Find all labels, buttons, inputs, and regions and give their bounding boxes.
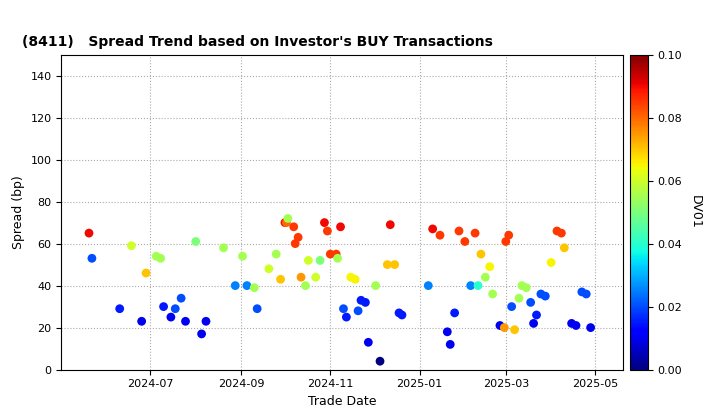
Point — [335, 223, 346, 230]
Point — [275, 276, 287, 283]
Point — [248, 284, 260, 291]
Point — [345, 274, 356, 281]
Point — [559, 244, 570, 251]
Point — [521, 284, 532, 291]
Point — [169, 305, 181, 312]
Point — [217, 244, 229, 251]
Point — [556, 230, 567, 236]
Y-axis label: Spread (bp): Spread (bp) — [12, 175, 24, 249]
Point — [459, 238, 471, 245]
Point — [370, 282, 382, 289]
Point — [84, 230, 95, 236]
Point — [580, 291, 592, 297]
Point — [545, 259, 557, 266]
Point — [315, 257, 326, 264]
Point — [528, 320, 539, 327]
Point — [525, 299, 536, 306]
Point — [444, 341, 456, 348]
X-axis label: Trade Date: Trade Date — [307, 395, 377, 408]
Text: (8411)   Spread Trend based on Investor's BUY Transactions: (8411) Spread Trend based on Investor's … — [22, 35, 492, 49]
Point — [338, 305, 349, 312]
Point — [384, 221, 396, 228]
Point — [484, 263, 495, 270]
Point — [472, 282, 484, 289]
Point — [576, 289, 588, 295]
Point — [282, 215, 294, 222]
Point — [539, 293, 551, 299]
Point — [441, 328, 453, 335]
Point — [332, 255, 343, 262]
Point — [158, 303, 169, 310]
Point — [251, 305, 263, 312]
Point — [289, 240, 301, 247]
Point — [200, 318, 212, 325]
Point — [341, 314, 352, 320]
Point — [176, 295, 187, 302]
Point — [585, 324, 596, 331]
Point — [465, 282, 477, 289]
Point — [300, 282, 311, 289]
Point — [449, 310, 460, 316]
Point — [389, 261, 400, 268]
Point — [454, 228, 465, 234]
Point — [566, 320, 577, 327]
Point — [279, 219, 291, 226]
Point — [516, 282, 528, 289]
Point — [140, 270, 152, 276]
Point — [382, 261, 393, 268]
Point — [271, 251, 282, 257]
Point — [513, 295, 525, 302]
Point — [310, 274, 321, 281]
Point — [126, 242, 138, 249]
Point — [396, 312, 408, 318]
Point — [423, 282, 434, 289]
Point — [288, 223, 300, 230]
Point — [393, 310, 405, 316]
Point — [325, 251, 336, 257]
Point — [535, 291, 546, 297]
Point — [190, 238, 202, 245]
Point — [319, 219, 330, 226]
Point — [494, 322, 505, 329]
Point — [506, 303, 518, 310]
Point — [427, 226, 438, 232]
Point — [263, 265, 274, 272]
Point — [241, 282, 253, 289]
Y-axis label: DV01: DV01 — [689, 195, 702, 229]
Point — [237, 253, 248, 260]
Point — [86, 255, 98, 262]
Point — [434, 232, 446, 239]
Point — [374, 358, 386, 365]
Point — [487, 291, 498, 297]
Point — [281, 219, 292, 226]
Point — [355, 297, 366, 304]
Point — [352, 307, 364, 314]
Point — [180, 318, 192, 325]
Point — [292, 234, 304, 241]
Point — [230, 282, 241, 289]
Point — [570, 322, 582, 329]
Point — [165, 314, 176, 320]
Point — [552, 228, 563, 234]
Point — [475, 251, 487, 257]
Point — [349, 276, 361, 283]
Point — [322, 228, 333, 234]
Point — [480, 274, 491, 281]
Point — [295, 274, 307, 281]
Point — [155, 255, 166, 262]
Point — [136, 318, 148, 325]
Point — [500, 238, 512, 245]
Point — [503, 232, 515, 239]
Point — [330, 251, 342, 257]
Point — [302, 257, 314, 264]
Point — [150, 253, 162, 260]
Point — [196, 331, 207, 337]
Point — [360, 299, 372, 306]
Point — [363, 339, 374, 346]
Point — [469, 230, 481, 236]
Point — [509, 326, 521, 333]
Point — [114, 305, 125, 312]
Point — [498, 324, 510, 331]
Point — [531, 312, 542, 318]
